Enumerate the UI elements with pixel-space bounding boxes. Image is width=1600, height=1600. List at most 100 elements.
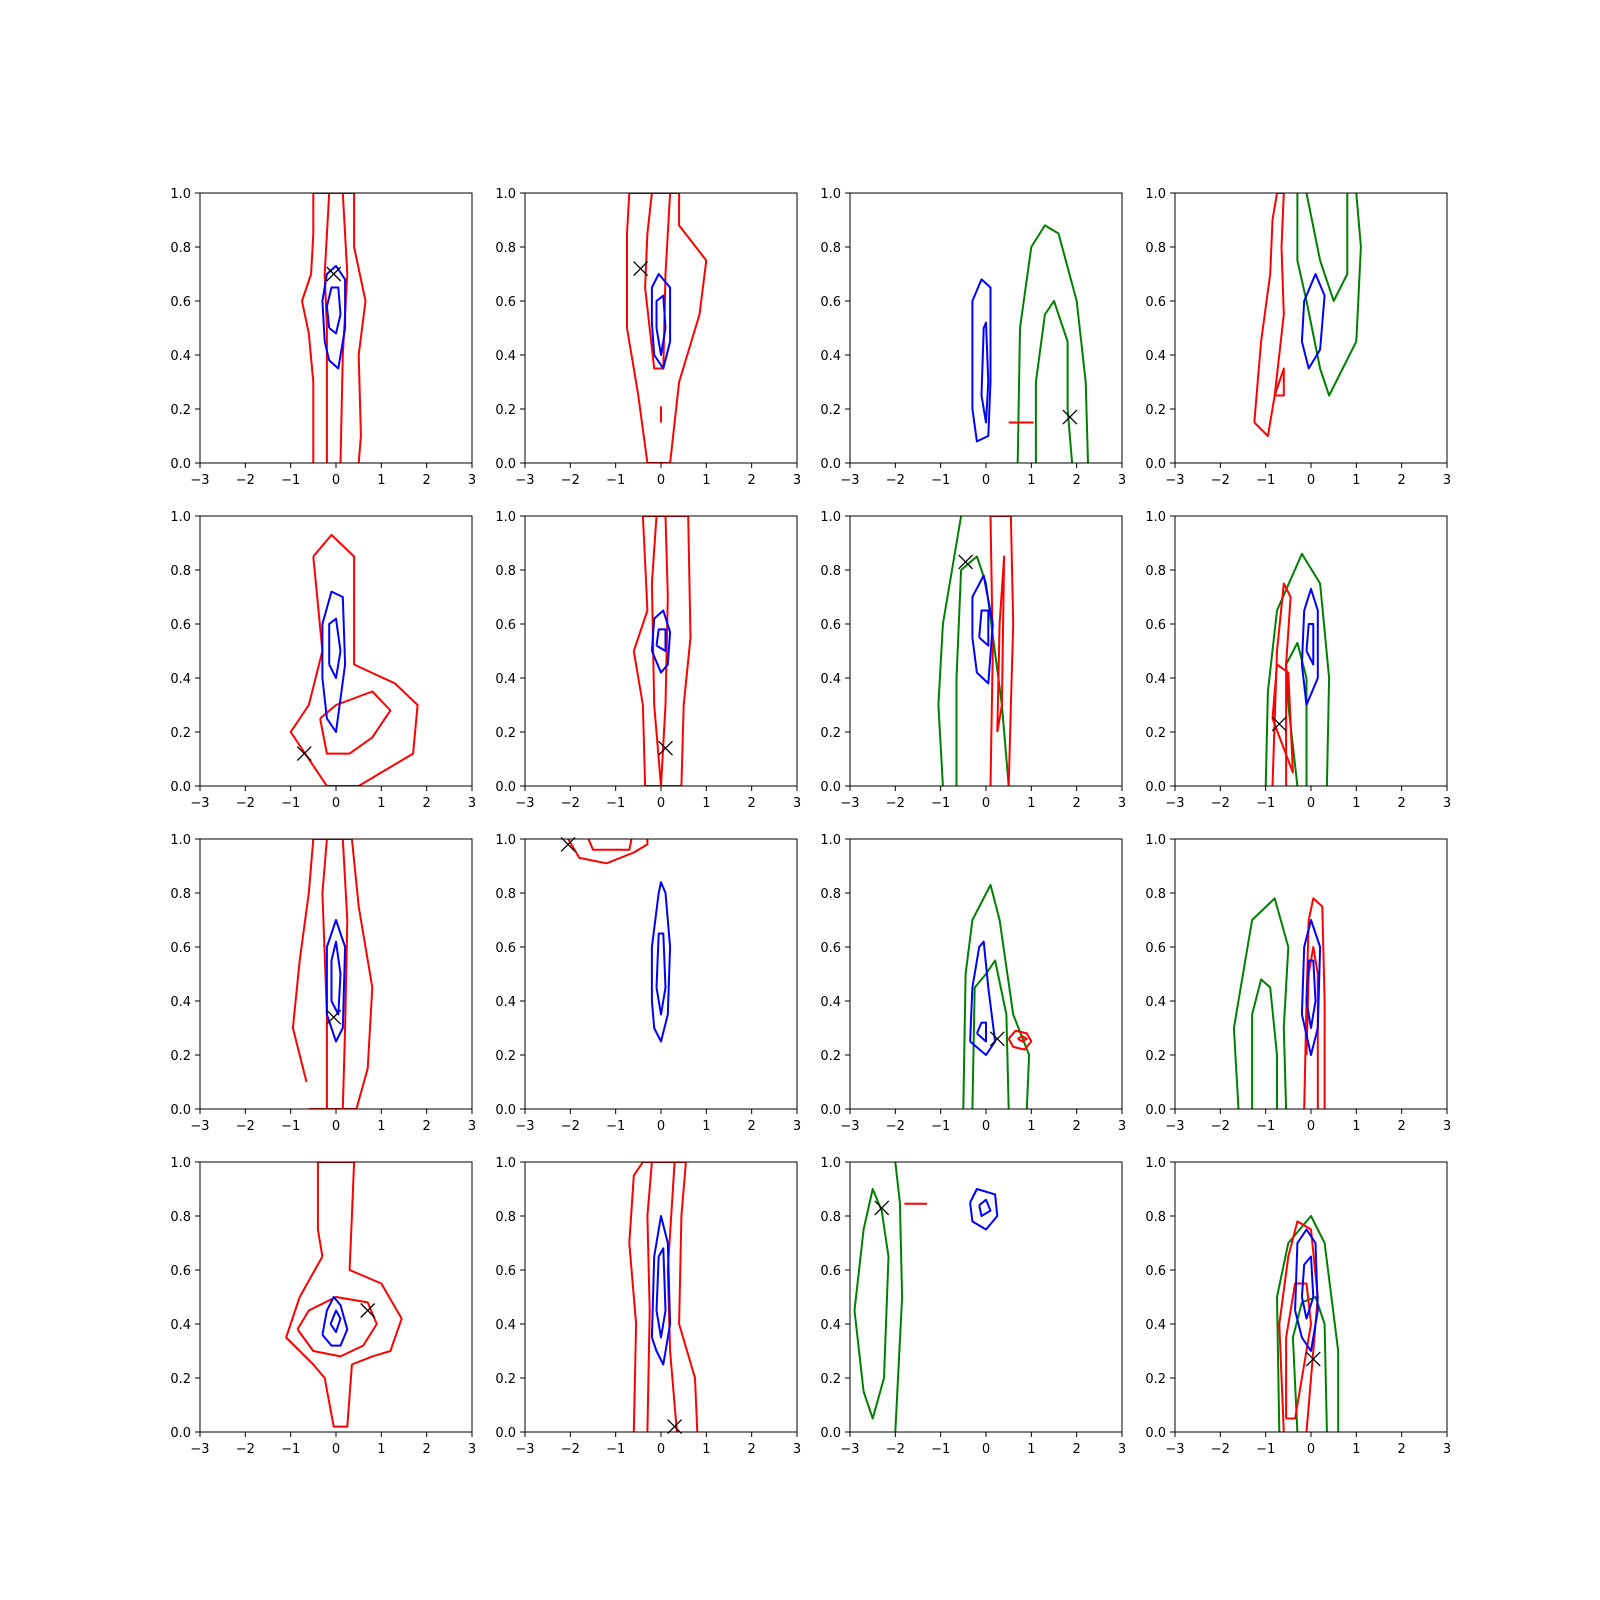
axes-frame <box>1174 1161 1448 1433</box>
y-tick-label: 0.2 <box>170 1049 191 1064</box>
y-tick-label: 0.0 <box>1145 780 1166 795</box>
x-tick-label: 0 <box>982 1119 990 1134</box>
x-tick-label: −2 <box>236 1442 255 1457</box>
axes-frame <box>849 1161 1123 1433</box>
contour-line-blue <box>655 294 667 356</box>
contour-line-blue <box>1294 1228 1319 1352</box>
contour-line-blue <box>325 919 347 1043</box>
axes-frame <box>199 838 473 1110</box>
contour-line-blue <box>969 940 997 1056</box>
y-tick-label: 0.4 <box>1145 995 1166 1010</box>
x-marker <box>958 554 974 570</box>
plot-area <box>937 516 1015 786</box>
contour-line-red <box>289 533 419 786</box>
x-marker <box>326 1009 342 1025</box>
x-tick-label: 3 <box>468 1119 476 1134</box>
x-tick-label: −2 <box>561 1119 580 1134</box>
contour-line-blue <box>1305 623 1315 666</box>
x-marker <box>560 836 576 852</box>
x-tick-label: 1 <box>1352 473 1360 488</box>
x-tick-label: 2 <box>1073 473 1081 488</box>
x-tick-label: −3 <box>190 1119 209 1134</box>
y-tick-label: 0.6 <box>170 1264 191 1279</box>
subplot-2: −3 −2 −1 0 1 2 3 0.0 0.2 0.4 0.6 0.8 1.0 <box>495 187 801 488</box>
x-tick-label: 2 <box>1073 796 1081 811</box>
y-tick-label: 0.8 <box>1145 1210 1166 1225</box>
x-tick-label: 3 <box>793 1442 801 1457</box>
x-tick-label: −2 <box>561 473 580 488</box>
plot-area <box>1276 1215 1340 1432</box>
subplot-14: −3 −2 −1 0 1 2 3 0.0 0.2 0.4 0.6 0.8 1.0 <box>495 1156 801 1457</box>
x-tick-label: 2 <box>1073 1442 1081 1457</box>
contour-line-red <box>644 193 672 370</box>
contour-line-blue <box>971 574 994 685</box>
contour-line-red <box>1007 1029 1033 1051</box>
contour-line-blue <box>321 590 347 733</box>
y-tick-label: 1.0 <box>820 1156 841 1171</box>
x-tick-label: 2 <box>423 1119 431 1134</box>
subplot-6: −3 −2 −1 0 1 2 3 0.0 0.2 0.4 0.6 0.8 1.0 <box>495 510 801 811</box>
contour-line-blue <box>1300 1255 1315 1320</box>
x-tick-label: −3 <box>190 473 209 488</box>
x-tick-label: −3 <box>515 796 534 811</box>
y-tick-label: 0.4 <box>495 349 516 364</box>
x-tick-label: 0 <box>332 1119 340 1134</box>
y-tick-label: 1.0 <box>495 187 516 202</box>
y-tick-label: 0.8 <box>820 1210 841 1225</box>
y-tick-label: 1.0 <box>495 833 516 848</box>
contour-line-blue <box>330 940 342 1016</box>
x-tick-label: −3 <box>840 796 859 811</box>
x-marker <box>874 1200 890 1216</box>
y-tick-label: 0.2 <box>495 726 516 741</box>
x-tick-label: −3 <box>515 1119 534 1134</box>
x-tick-label: 1 <box>702 1442 710 1457</box>
x-tick-label: 1 <box>377 1119 385 1134</box>
x-tick-label: 1 <box>1352 1119 1360 1134</box>
x-tick-label: −1 <box>281 1119 300 1134</box>
x-tick-label: 0 <box>657 796 665 811</box>
x-tick-label: 0 <box>982 473 990 488</box>
y-tick-label: 1.0 <box>820 187 841 202</box>
contour-line-green <box>971 959 1010 1109</box>
y-tick-label: 0.8 <box>1145 887 1166 902</box>
y-tick-label: 1.0 <box>170 1156 191 1171</box>
subplot-4: −3 −2 −1 0 1 2 3 0.0 0.2 0.4 0.6 0.8 1.0 <box>1145 187 1451 488</box>
contour-line-blue <box>655 932 667 1016</box>
x-tick-label: −1 <box>606 1442 625 1457</box>
contour-line-green <box>894 1162 904 1432</box>
x-tick-label: 2 <box>1398 796 1406 811</box>
y-tick-label: 0.0 <box>820 780 841 795</box>
x-tick-label: 2 <box>1398 473 1406 488</box>
y-tick-label: 1.0 <box>170 510 191 525</box>
x-tick-label: −3 <box>190 1442 209 1457</box>
contour-line-red <box>567 839 649 865</box>
x-tick-label: 0 <box>332 1442 340 1457</box>
y-tick-label: 0.8 <box>495 564 516 579</box>
contour-line-blue <box>328 617 342 679</box>
x-tick-label: 0 <box>1307 796 1315 811</box>
contour-line-blue <box>655 1247 667 1339</box>
x-tick-label: 2 <box>1398 1442 1406 1457</box>
contour-line-blue <box>650 609 672 674</box>
subplot-11: −3 −2 −1 0 1 2 3 0.0 0.2 0.4 0.6 0.8 1.0 <box>820 833 1126 1134</box>
x-marker <box>658 740 673 756</box>
y-tick-label: 0.2 <box>1145 726 1166 741</box>
y-tick-label: 0.4 <box>1145 349 1166 364</box>
plot-area <box>1264 552 1331 786</box>
contour-line-green <box>1232 897 1290 1109</box>
x-tick-label: −3 <box>1165 1442 1184 1457</box>
x-tick-label: 1 <box>702 473 710 488</box>
y-tick-label: 0.0 <box>820 457 841 472</box>
x-tick-label: 1 <box>702 796 710 811</box>
contour-line-blue <box>1300 587 1319 706</box>
y-tick-label: 0.0 <box>170 1426 191 1441</box>
subplot-12: −3 −2 −1 0 1 2 3 0.0 0.2 0.4 0.6 0.8 1.0 <box>1145 833 1451 1134</box>
x-tick-label: −2 <box>886 796 905 811</box>
x-tick-label: 0 <box>657 1442 665 1457</box>
y-tick-label: 0.0 <box>495 457 516 472</box>
y-tick-label: 0.6 <box>820 1264 841 1279</box>
plot-area <box>301 193 367 463</box>
y-tick-label: 1.0 <box>820 833 841 848</box>
x-tick-label: −2 <box>1211 473 1230 488</box>
x-tick-label: 0 <box>332 473 340 488</box>
